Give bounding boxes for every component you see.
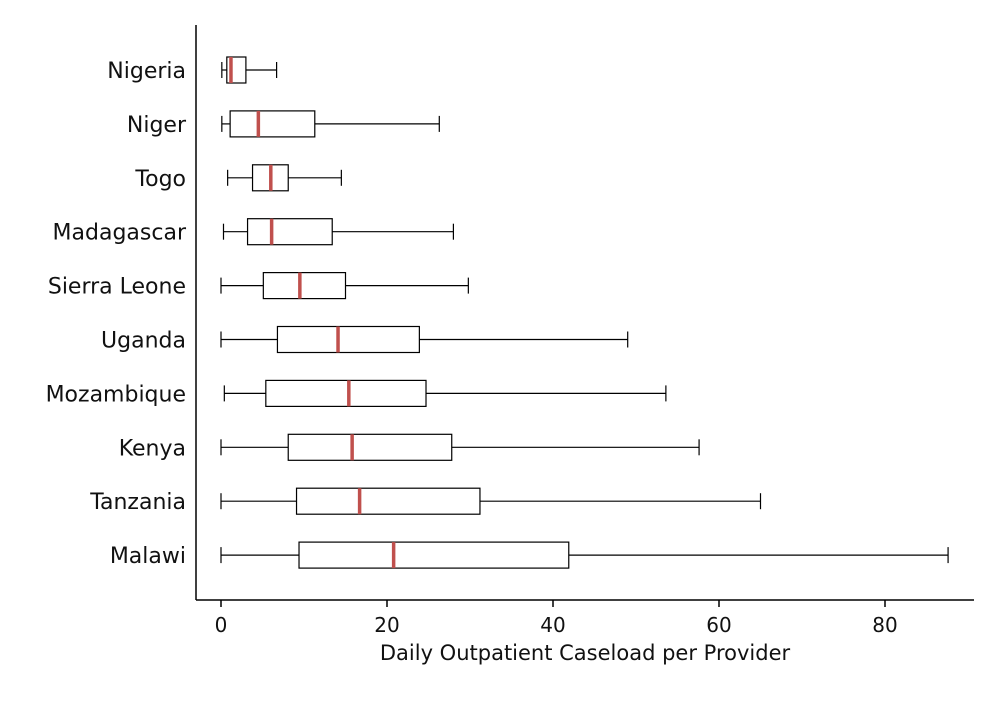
box-tanzania <box>220 487 762 515</box>
iqr-box <box>246 218 333 246</box>
x-tick-label: 40 <box>540 613 565 637</box>
box-sierra-leone <box>220 272 469 300</box>
category-label: Togo <box>134 167 186 192</box>
iqr-box <box>295 487 481 515</box>
iqr-box <box>276 325 420 354</box>
category-label: Tanzania <box>89 490 186 515</box>
x-tick-label: 80 <box>872 613 897 637</box>
category-label: Mozambique <box>46 382 186 407</box>
box-madagascar <box>222 218 454 246</box>
box-niger <box>221 110 440 138</box>
category-label: Malawi <box>110 544 186 569</box>
boxes <box>220 56 949 569</box>
axes <box>195 25 974 601</box>
box-kenya <box>220 433 700 461</box>
box-malawi <box>220 541 949 569</box>
category-label: Uganda <box>101 329 186 354</box>
iqr-box <box>287 433 453 461</box>
x-tick-label: 60 <box>706 613 731 637</box>
iqr-box <box>262 272 347 300</box>
category-label: Kenya <box>119 436 186 461</box>
category-label: Niger <box>127 113 187 138</box>
category-label: Nigeria <box>107 59 186 84</box>
box-nigeria <box>221 56 278 84</box>
x-tick-label: 0 <box>215 613 228 637</box>
category-label: Madagascar <box>53 221 187 246</box>
box-mozambique <box>223 379 667 407</box>
box-togo <box>227 164 342 192</box>
category-labels: Nigeria Niger Togo Madagascar Sierra Leone Ug… <box>46 59 187 569</box>
iqr-box <box>229 110 316 138</box>
x-tick-label: 20 <box>374 613 399 637</box>
x-axis-ticks: 0 20 40 60 80 <box>215 600 898 637</box>
x-axis-title: Daily Outpatient Caseload per Provider <box>380 641 791 665</box>
iqr-box <box>298 541 570 569</box>
iqr-box <box>265 379 427 407</box>
box-uganda <box>220 325 629 354</box>
category-label: Sierra Leone <box>48 275 186 300</box>
